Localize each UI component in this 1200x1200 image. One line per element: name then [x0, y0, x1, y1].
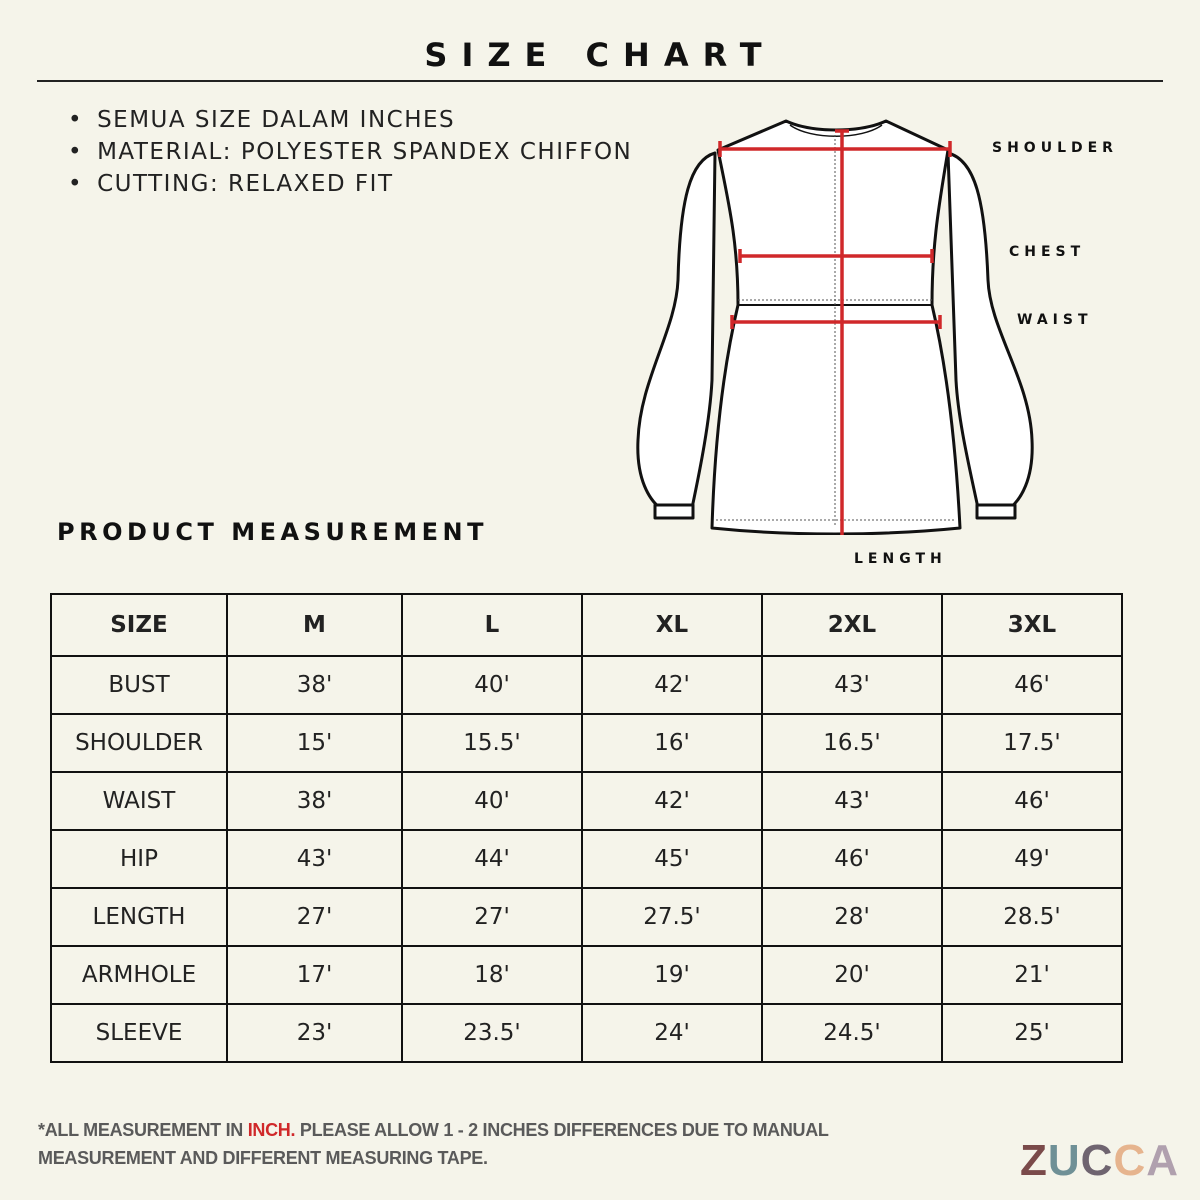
- row-label-cell: BUST: [50, 655, 228, 715]
- value-cell: 49': [941, 829, 1123, 889]
- value-cell: 44': [401, 829, 583, 889]
- footer-text: MEASUREMENT AND DIFFERENT MEASURING TAPE…: [38, 1148, 488, 1168]
- value-cell: 38': [226, 655, 403, 715]
- info-list: SEMUA SIZE DALAM INCHES MATERIAL: POLYES…: [68, 104, 632, 200]
- table-row: LENGTH 27' 27' 27.5' 28' 28.5': [50, 887, 1123, 947]
- value-cell: 23': [226, 1003, 403, 1063]
- value-cell: 40': [401, 771, 583, 831]
- logo-letter: Z: [1020, 1136, 1048, 1185]
- size-table: SIZE M L XL 2XL 3XL BUST 38' 40' 42' 43' 46' SHOULDE…: [50, 593, 1123, 1063]
- info-item: SEMUA SIZE DALAM INCHES: [68, 104, 632, 136]
- value-cell: 17.5': [941, 713, 1123, 773]
- footer-highlight: INCH.: [247, 1120, 296, 1140]
- value-cell: 46': [941, 655, 1123, 715]
- header-cell: SIZE: [50, 593, 228, 657]
- row-label-cell: WAIST: [50, 771, 228, 831]
- value-cell: 27': [401, 887, 583, 947]
- value-cell: 42': [581, 771, 763, 831]
- value-cell: 46': [941, 771, 1123, 831]
- value-cell: 17': [226, 945, 403, 1005]
- header-cell: L: [401, 593, 583, 657]
- row-label-cell: SLEEVE: [50, 1003, 228, 1063]
- value-cell: 42': [581, 655, 763, 715]
- value-cell: 45': [581, 829, 763, 889]
- info-item: MATERIAL: POLYESTER SPANDEX CHIFFON: [68, 136, 632, 168]
- table-row: HIP 43' 44' 45' 46' 49': [50, 829, 1123, 889]
- value-cell: 23.5': [401, 1003, 583, 1063]
- header-cell: 3XL: [941, 593, 1123, 657]
- value-cell: 27.5': [581, 887, 763, 947]
- chest-label: CHEST: [1009, 244, 1086, 260]
- table-row: SLEEVE 23' 23.5' 24' 24.5' 25': [50, 1003, 1123, 1063]
- value-cell: 43': [761, 771, 943, 831]
- value-cell: 24': [581, 1003, 763, 1063]
- garment-diagram: [636, 119, 1034, 535]
- header-cell: M: [226, 593, 403, 657]
- logo-letter: C: [1080, 1136, 1114, 1185]
- table-row: ARMHOLE 17' 18' 19' 20' 21': [50, 945, 1123, 1005]
- value-cell: 43': [226, 829, 403, 889]
- value-cell: 40': [401, 655, 583, 715]
- value-cell: 25': [941, 1003, 1123, 1063]
- value-cell: 21': [941, 945, 1123, 1005]
- table-row: SHOULDER 15' 15.5' 16' 16.5' 17.5': [50, 713, 1123, 773]
- logo-letter: A: [1146, 1136, 1180, 1185]
- logo-letter: U: [1047, 1136, 1081, 1185]
- value-cell: 28': [761, 887, 943, 947]
- table-row: BUST 38' 40' 42' 43' 46': [50, 655, 1123, 715]
- section-title: PRODUCT MEASUREMENT: [57, 518, 488, 546]
- page-title: SIZE CHART: [424, 36, 776, 74]
- brand-logo: ZUCCA: [1020, 1136, 1179, 1186]
- footer-note: *ALL MEASUREMENT IN INCH. PLEASE ALLOW 1…: [38, 1116, 829, 1172]
- footer-text: *ALL MEASUREMENT IN: [38, 1120, 248, 1140]
- row-label-cell: SHOULDER: [50, 713, 228, 773]
- value-cell: 20': [761, 945, 943, 1005]
- shoulder-label: SHOULDER: [992, 140, 1118, 156]
- header-cell: 2XL: [761, 593, 943, 657]
- title-divider: [37, 80, 1163, 82]
- value-cell: 27': [226, 887, 403, 947]
- value-cell: 15.5': [401, 713, 583, 773]
- value-cell: 24.5': [761, 1003, 943, 1063]
- value-cell: 38': [226, 771, 403, 831]
- table-row: WAIST 38' 40' 42' 43' 46': [50, 771, 1123, 831]
- value-cell: 15': [226, 713, 403, 773]
- value-cell: 28.5': [941, 887, 1123, 947]
- value-cell: 19': [581, 945, 763, 1005]
- value-cell: 16.5': [761, 713, 943, 773]
- waist-label: WAIST: [1017, 312, 1093, 328]
- row-label-cell: ARMHOLE: [50, 945, 228, 1005]
- footer-text: PLEASE ALLOW 1 - 2 INCHES DIFFERENCES DU…: [295, 1120, 829, 1140]
- length-label: LENGTH: [854, 551, 947, 567]
- value-cell: 46': [761, 829, 943, 889]
- row-label-cell: HIP: [50, 829, 228, 889]
- logo-letter: C: [1113, 1136, 1147, 1185]
- value-cell: 43': [761, 655, 943, 715]
- row-label-cell: LENGTH: [50, 887, 228, 947]
- value-cell: 16': [581, 713, 763, 773]
- table-header-row: SIZE M L XL 2XL 3XL: [50, 593, 1123, 657]
- value-cell: 18': [401, 945, 583, 1005]
- info-item: CUTTING: RELAXED FIT: [68, 168, 632, 200]
- header-cell: XL: [581, 593, 763, 657]
